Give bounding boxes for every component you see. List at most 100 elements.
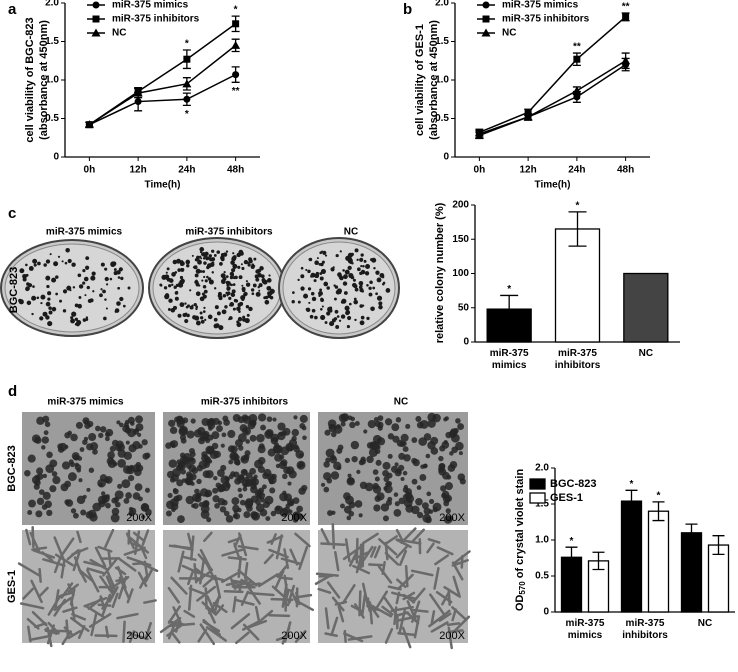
cell bbox=[132, 531, 146, 542]
colony bbox=[213, 253, 217, 257]
cell bbox=[42, 558, 66, 567]
cell bbox=[203, 531, 213, 543]
cell bbox=[232, 595, 237, 613]
colony bbox=[292, 291, 295, 294]
colony bbox=[335, 325, 340, 329]
marker bbox=[134, 98, 142, 106]
cell bbox=[231, 497, 240, 506]
colony bbox=[342, 269, 345, 272]
cell bbox=[98, 432, 104, 439]
colony bbox=[25, 286, 30, 292]
cell bbox=[447, 588, 451, 606]
colony bbox=[165, 271, 168, 274]
bar bbox=[623, 272, 669, 343]
legend-swatch bbox=[529, 478, 546, 490]
colony bbox=[78, 284, 84, 289]
cell bbox=[374, 495, 382, 502]
cell bbox=[99, 426, 107, 433]
cell bbox=[440, 609, 451, 619]
cell bbox=[22, 587, 35, 600]
cell bbox=[358, 513, 363, 518]
cell bbox=[67, 472, 77, 482]
colony bbox=[232, 307, 236, 311]
cell bbox=[422, 513, 432, 523]
colony bbox=[368, 292, 373, 297]
y-axis-label: (absorbance at 450nm) bbox=[38, 20, 50, 140]
cell bbox=[177, 515, 185, 524]
colony bbox=[343, 274, 348, 280]
colony bbox=[127, 286, 131, 290]
cell bbox=[274, 453, 283, 462]
colony bbox=[368, 286, 372, 290]
significance: * bbox=[657, 490, 661, 501]
colony bbox=[203, 275, 206, 279]
colony bbox=[300, 266, 304, 270]
colony bbox=[113, 268, 117, 271]
colony bbox=[55, 275, 59, 279]
colony bbox=[347, 265, 352, 271]
y-tick-label: 0.5 bbox=[535, 571, 549, 582]
y-tick-label: 2.0 bbox=[435, 0, 449, 9]
cell bbox=[352, 551, 370, 561]
colony bbox=[221, 309, 227, 315]
cell bbox=[370, 546, 377, 558]
cell bbox=[402, 470, 408, 476]
colony bbox=[168, 284, 172, 288]
cell bbox=[220, 443, 225, 448]
cell bbox=[411, 587, 426, 604]
colony bbox=[214, 305, 219, 310]
cell bbox=[200, 510, 210, 519]
cell bbox=[242, 469, 248, 475]
cell bbox=[173, 544, 194, 551]
error-bar bbox=[500, 294, 519, 324]
cell bbox=[326, 477, 333, 484]
y-axis-label-part: 570 bbox=[518, 581, 527, 595]
colony bbox=[89, 298, 94, 303]
cell bbox=[248, 591, 275, 597]
cell bbox=[323, 486, 330, 493]
colony bbox=[90, 277, 94, 280]
cell bbox=[235, 631, 250, 645]
cell bbox=[222, 415, 229, 422]
colony bbox=[172, 259, 178, 265]
column-title: NC bbox=[344, 227, 358, 238]
cell bbox=[323, 461, 330, 468]
row-label: BGC-823 bbox=[6, 445, 18, 491]
colony bbox=[207, 277, 212, 281]
cell bbox=[354, 421, 360, 426]
colony bbox=[100, 262, 105, 267]
cell bbox=[105, 428, 114, 437]
colony bbox=[47, 320, 53, 327]
colony bbox=[203, 306, 206, 309]
cell bbox=[187, 570, 194, 586]
cell bbox=[67, 430, 73, 436]
cell bbox=[185, 463, 192, 469]
colony bbox=[319, 276, 324, 281]
cell bbox=[109, 445, 116, 452]
cell bbox=[340, 503, 345, 509]
cell bbox=[346, 477, 355, 486]
cell bbox=[111, 507, 120, 516]
colony bbox=[199, 316, 204, 320]
cell bbox=[141, 439, 148, 446]
cell bbox=[344, 457, 351, 464]
magnification: 200X bbox=[126, 512, 152, 524]
cell bbox=[19, 602, 45, 610]
cell bbox=[95, 425, 101, 432]
cell bbox=[116, 420, 121, 425]
colony bbox=[297, 278, 300, 282]
cell bbox=[366, 597, 371, 612]
cell bbox=[86, 567, 105, 575]
colony bbox=[194, 315, 200, 321]
cell bbox=[126, 631, 149, 641]
cell bbox=[291, 428, 300, 437]
cell bbox=[242, 619, 262, 631]
cell bbox=[340, 421, 346, 427]
colony bbox=[177, 313, 182, 318]
cell bbox=[177, 550, 185, 573]
cell bbox=[434, 554, 450, 566]
cell bbox=[128, 475, 135, 482]
dish-rim bbox=[282, 241, 396, 335]
cell bbox=[110, 513, 120, 523]
